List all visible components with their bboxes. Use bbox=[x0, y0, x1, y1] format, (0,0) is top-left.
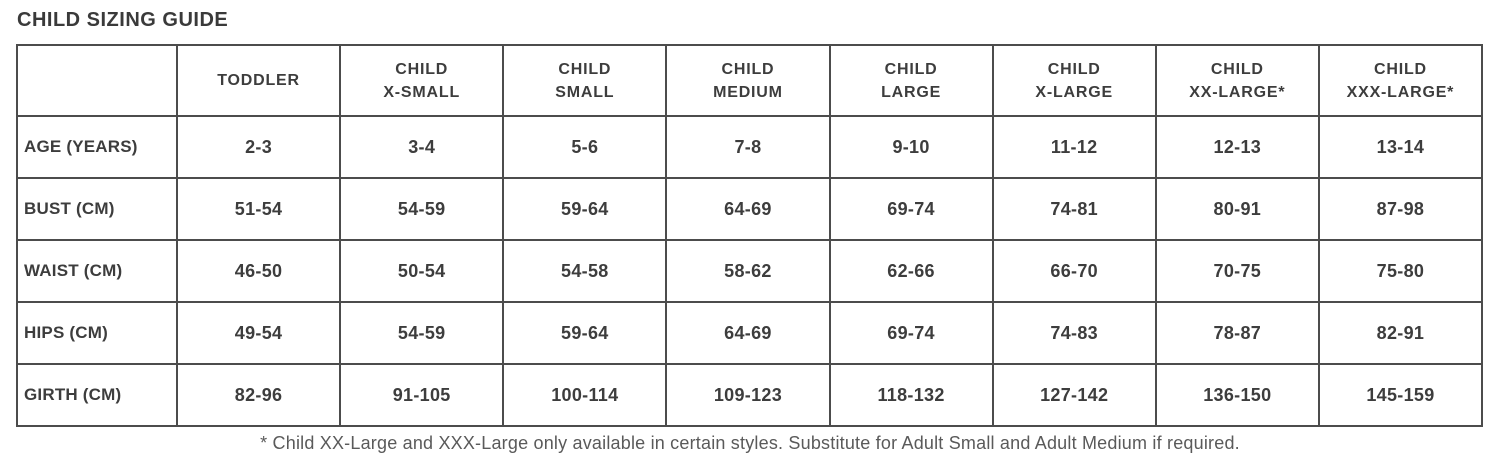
table-cell: 7-8 bbox=[665, 115, 831, 179]
table-cell: 75-80 bbox=[1317, 239, 1484, 303]
table-cell: 54-59 bbox=[339, 177, 505, 241]
table-cell: 2-3 bbox=[175, 115, 342, 179]
table-cell: 136-150 bbox=[1154, 363, 1320, 427]
table-cell: 82-96 bbox=[175, 363, 342, 427]
table-header-row: TODDLER CHILD X-SMALL CHILD SMALL CHILD … bbox=[16, 44, 1484, 117]
table-row-bust: BUST (CM) 51-54 54-59 59-64 64-69 69-74 … bbox=[16, 177, 1484, 241]
table-cell: 87-98 bbox=[1317, 177, 1484, 241]
table-cell: 145-159 bbox=[1317, 363, 1484, 427]
table-cell: 51-54 bbox=[175, 177, 342, 241]
table-row-girth: GIRTH (CM) 82-96 91-105 100-114 109-123 … bbox=[16, 363, 1484, 427]
column-header-child-x-small: CHILD X-SMALL bbox=[339, 44, 505, 117]
column-header-child-x-large: CHILD X-LARGE bbox=[991, 44, 1157, 117]
table-cell: 70-75 bbox=[1154, 239, 1320, 303]
row-label-hips: HIPS (CM) bbox=[16, 301, 178, 365]
table-cell: 64-69 bbox=[665, 177, 831, 241]
page-title: CHILD SIZING GUIDE bbox=[17, 9, 229, 31]
table-cell: 12-13 bbox=[1154, 115, 1320, 179]
table-cell: 74-81 bbox=[991, 177, 1157, 241]
table-cell: 50-54 bbox=[339, 239, 505, 303]
table-cell: 69-74 bbox=[828, 301, 994, 365]
table-cell: 91-105 bbox=[339, 363, 505, 427]
row-label-waist: WAIST (CM) bbox=[16, 239, 178, 303]
column-header-child-large: CHILD LARGE bbox=[828, 44, 994, 117]
column-header-child-medium: CHILD MEDIUM bbox=[665, 44, 831, 117]
table-row-age: AGE (YEARS) 2-3 3-4 5-6 7-8 9-10 11-12 1… bbox=[16, 115, 1484, 179]
table-cell: 59-64 bbox=[502, 177, 668, 241]
table-cell: 54-58 bbox=[502, 239, 668, 303]
table-cell: 9-10 bbox=[828, 115, 994, 179]
table-cell: 66-70 bbox=[991, 239, 1157, 303]
column-header-toddler: TODDLER bbox=[175, 44, 342, 117]
table-cell: 82-91 bbox=[1317, 301, 1484, 365]
table-cell: 5-6 bbox=[502, 115, 668, 179]
table-cell: 13-14 bbox=[1317, 115, 1484, 179]
column-header-child-xxx-large: CHILD XXX-LARGE* bbox=[1317, 44, 1484, 117]
table-row-hips: HIPS (CM) 49-54 54-59 59-64 64-69 69-74 … bbox=[16, 301, 1484, 365]
table-cell: 46-50 bbox=[175, 239, 342, 303]
table-cell: 59-64 bbox=[502, 301, 668, 365]
table-cell: 100-114 bbox=[502, 363, 668, 427]
footnote: * Child XX-Large and XXX-Large only avai… bbox=[260, 433, 1240, 453]
table-cell: 109-123 bbox=[665, 363, 831, 427]
table-cell: 78-87 bbox=[1154, 301, 1320, 365]
corner-cell bbox=[16, 44, 178, 117]
table-cell: 58-62 bbox=[665, 239, 831, 303]
table-row-waist: WAIST (CM) 46-50 50-54 54-58 58-62 62-66… bbox=[16, 239, 1484, 303]
column-header-child-small: CHILD SMALL bbox=[502, 44, 668, 117]
table-cell: 74-83 bbox=[991, 301, 1157, 365]
table-cell: 69-74 bbox=[828, 177, 994, 241]
table-cell: 62-66 bbox=[828, 239, 994, 303]
table-cell: 64-69 bbox=[665, 301, 831, 365]
row-label-girth: GIRTH (CM) bbox=[16, 363, 178, 427]
child-sizing-table: TODDLER CHILD X-SMALL CHILD SMALL CHILD … bbox=[16, 44, 1484, 427]
table-cell: 11-12 bbox=[991, 115, 1157, 179]
table-cell: 3-4 bbox=[339, 115, 505, 179]
table-cell: 118-132 bbox=[828, 363, 994, 427]
table-cell: 49-54 bbox=[175, 301, 342, 365]
column-header-child-xx-large: CHILD XX-LARGE* bbox=[1154, 44, 1320, 117]
table-cell: 127-142 bbox=[991, 363, 1157, 427]
row-label-bust: BUST (CM) bbox=[16, 177, 178, 241]
row-label-age: AGE (YEARS) bbox=[16, 115, 178, 179]
table-cell: 80-91 bbox=[1154, 177, 1320, 241]
table-cell: 54-59 bbox=[339, 301, 505, 365]
